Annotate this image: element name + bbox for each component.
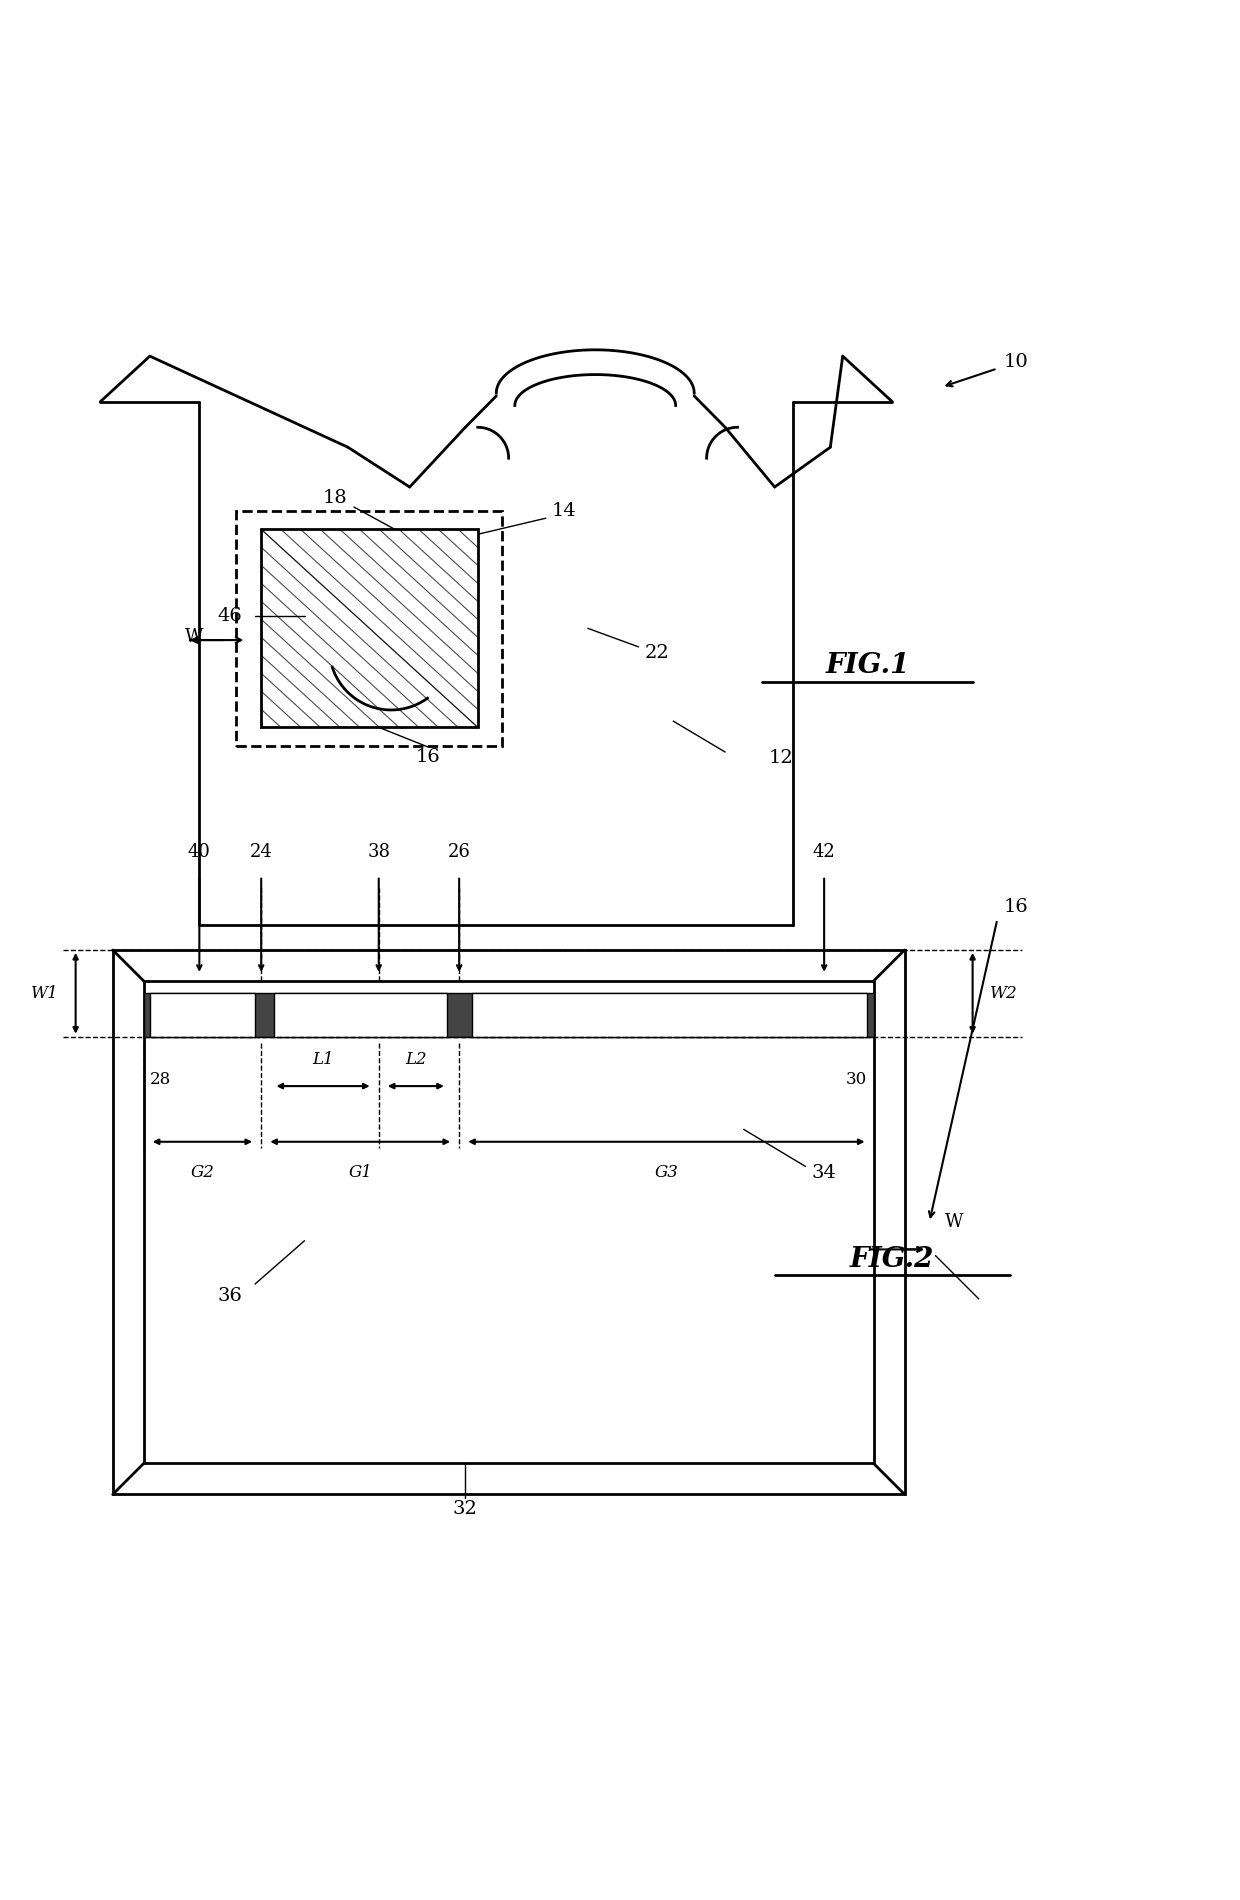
Text: W: W xyxy=(945,1212,963,1231)
Bar xyxy=(471,994,868,1037)
Bar xyxy=(144,994,874,1037)
Text: 14: 14 xyxy=(552,502,577,521)
Bar xyxy=(274,994,446,1037)
Text: 38: 38 xyxy=(367,844,391,861)
Text: G2: G2 xyxy=(191,1165,215,1182)
Text: L2: L2 xyxy=(405,1051,427,1068)
Text: 42: 42 xyxy=(812,844,836,861)
Text: L1: L1 xyxy=(312,1051,334,1068)
Bar xyxy=(150,994,255,1037)
Text: 16: 16 xyxy=(415,749,440,766)
Bar xyxy=(471,994,868,1037)
Text: 28: 28 xyxy=(150,1072,171,1089)
Text: 26: 26 xyxy=(448,844,471,861)
Text: W2: W2 xyxy=(990,984,1017,1001)
Text: G1: G1 xyxy=(348,1165,372,1182)
Text: 22: 22 xyxy=(645,644,670,661)
Text: FIG.1: FIG.1 xyxy=(826,652,910,678)
Text: W1: W1 xyxy=(31,984,58,1001)
Bar xyxy=(274,994,446,1037)
Text: FIG.2: FIG.2 xyxy=(849,1246,935,1273)
Text: 30: 30 xyxy=(846,1072,868,1089)
Bar xyxy=(150,994,255,1037)
Text: W: W xyxy=(185,629,203,646)
Bar xyxy=(262,530,477,728)
Bar xyxy=(237,511,502,747)
Text: 18: 18 xyxy=(324,490,347,507)
Text: 46: 46 xyxy=(218,606,243,625)
Text: 16: 16 xyxy=(1003,897,1028,916)
Bar xyxy=(113,950,904,1495)
Text: 36: 36 xyxy=(218,1288,243,1305)
Text: 34: 34 xyxy=(812,1163,837,1182)
Text: G3: G3 xyxy=(655,1165,678,1182)
Text: 10: 10 xyxy=(1003,353,1028,370)
Text: 12: 12 xyxy=(769,749,794,768)
Text: 24: 24 xyxy=(249,844,273,861)
Bar xyxy=(144,980,874,1463)
Text: 32: 32 xyxy=(453,1501,477,1518)
Text: 40: 40 xyxy=(188,844,211,861)
